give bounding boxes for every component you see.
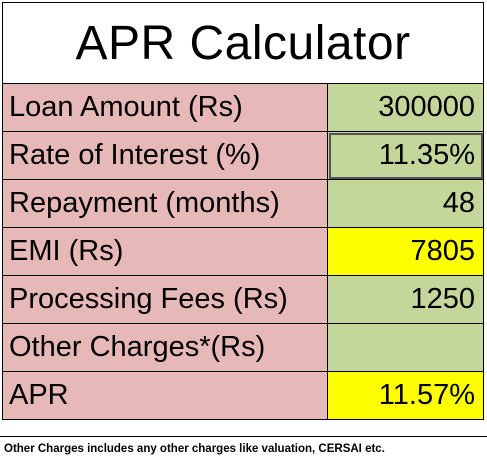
other-charges-footnote: Other Charges includes any other charges… — [0, 436, 487, 462]
rate-of-interest-input[interactable]: 11.35% — [328, 132, 484, 180]
loan-amount-input[interactable]: 300000 — [328, 84, 484, 132]
loan-amount-label: Loan Amount (Rs) — [2, 84, 328, 132]
row-rate-of-interest: Rate of Interest (%) 11.35% — [2, 132, 484, 180]
other-charges-input[interactable] — [328, 324, 484, 372]
apr-label: APR — [2, 372, 328, 420]
processing-fees-label: Processing Fees (Rs) — [2, 276, 328, 324]
rate-of-interest-label: Rate of Interest (%) — [2, 132, 328, 180]
repayment-months-input[interactable]: 48 — [328, 180, 484, 228]
row-emi: EMI (Rs) 7805 — [2, 228, 484, 276]
row-other-charges: Other Charges*(Rs) — [2, 324, 484, 372]
calculator-title: APR Calculator — [2, 2, 484, 84]
processing-fees-input[interactable]: 1250 — [328, 276, 484, 324]
row-processing-fees: Processing Fees (Rs) 1250 — [2, 276, 484, 324]
other-charges-label: Other Charges*(Rs) — [2, 324, 328, 372]
emi-result[interactable]: 7805 — [328, 228, 484, 276]
row-apr: APR 11.57% — [2, 372, 484, 420]
repayment-months-label: Repayment (months) — [2, 180, 328, 228]
row-repayment-months: Repayment (months) 48 — [2, 180, 484, 228]
emi-label: EMI (Rs) — [2, 228, 328, 276]
row-loan-amount: Loan Amount (Rs) 300000 — [2, 84, 484, 132]
apr-result[interactable]: 11.57% — [328, 372, 484, 420]
